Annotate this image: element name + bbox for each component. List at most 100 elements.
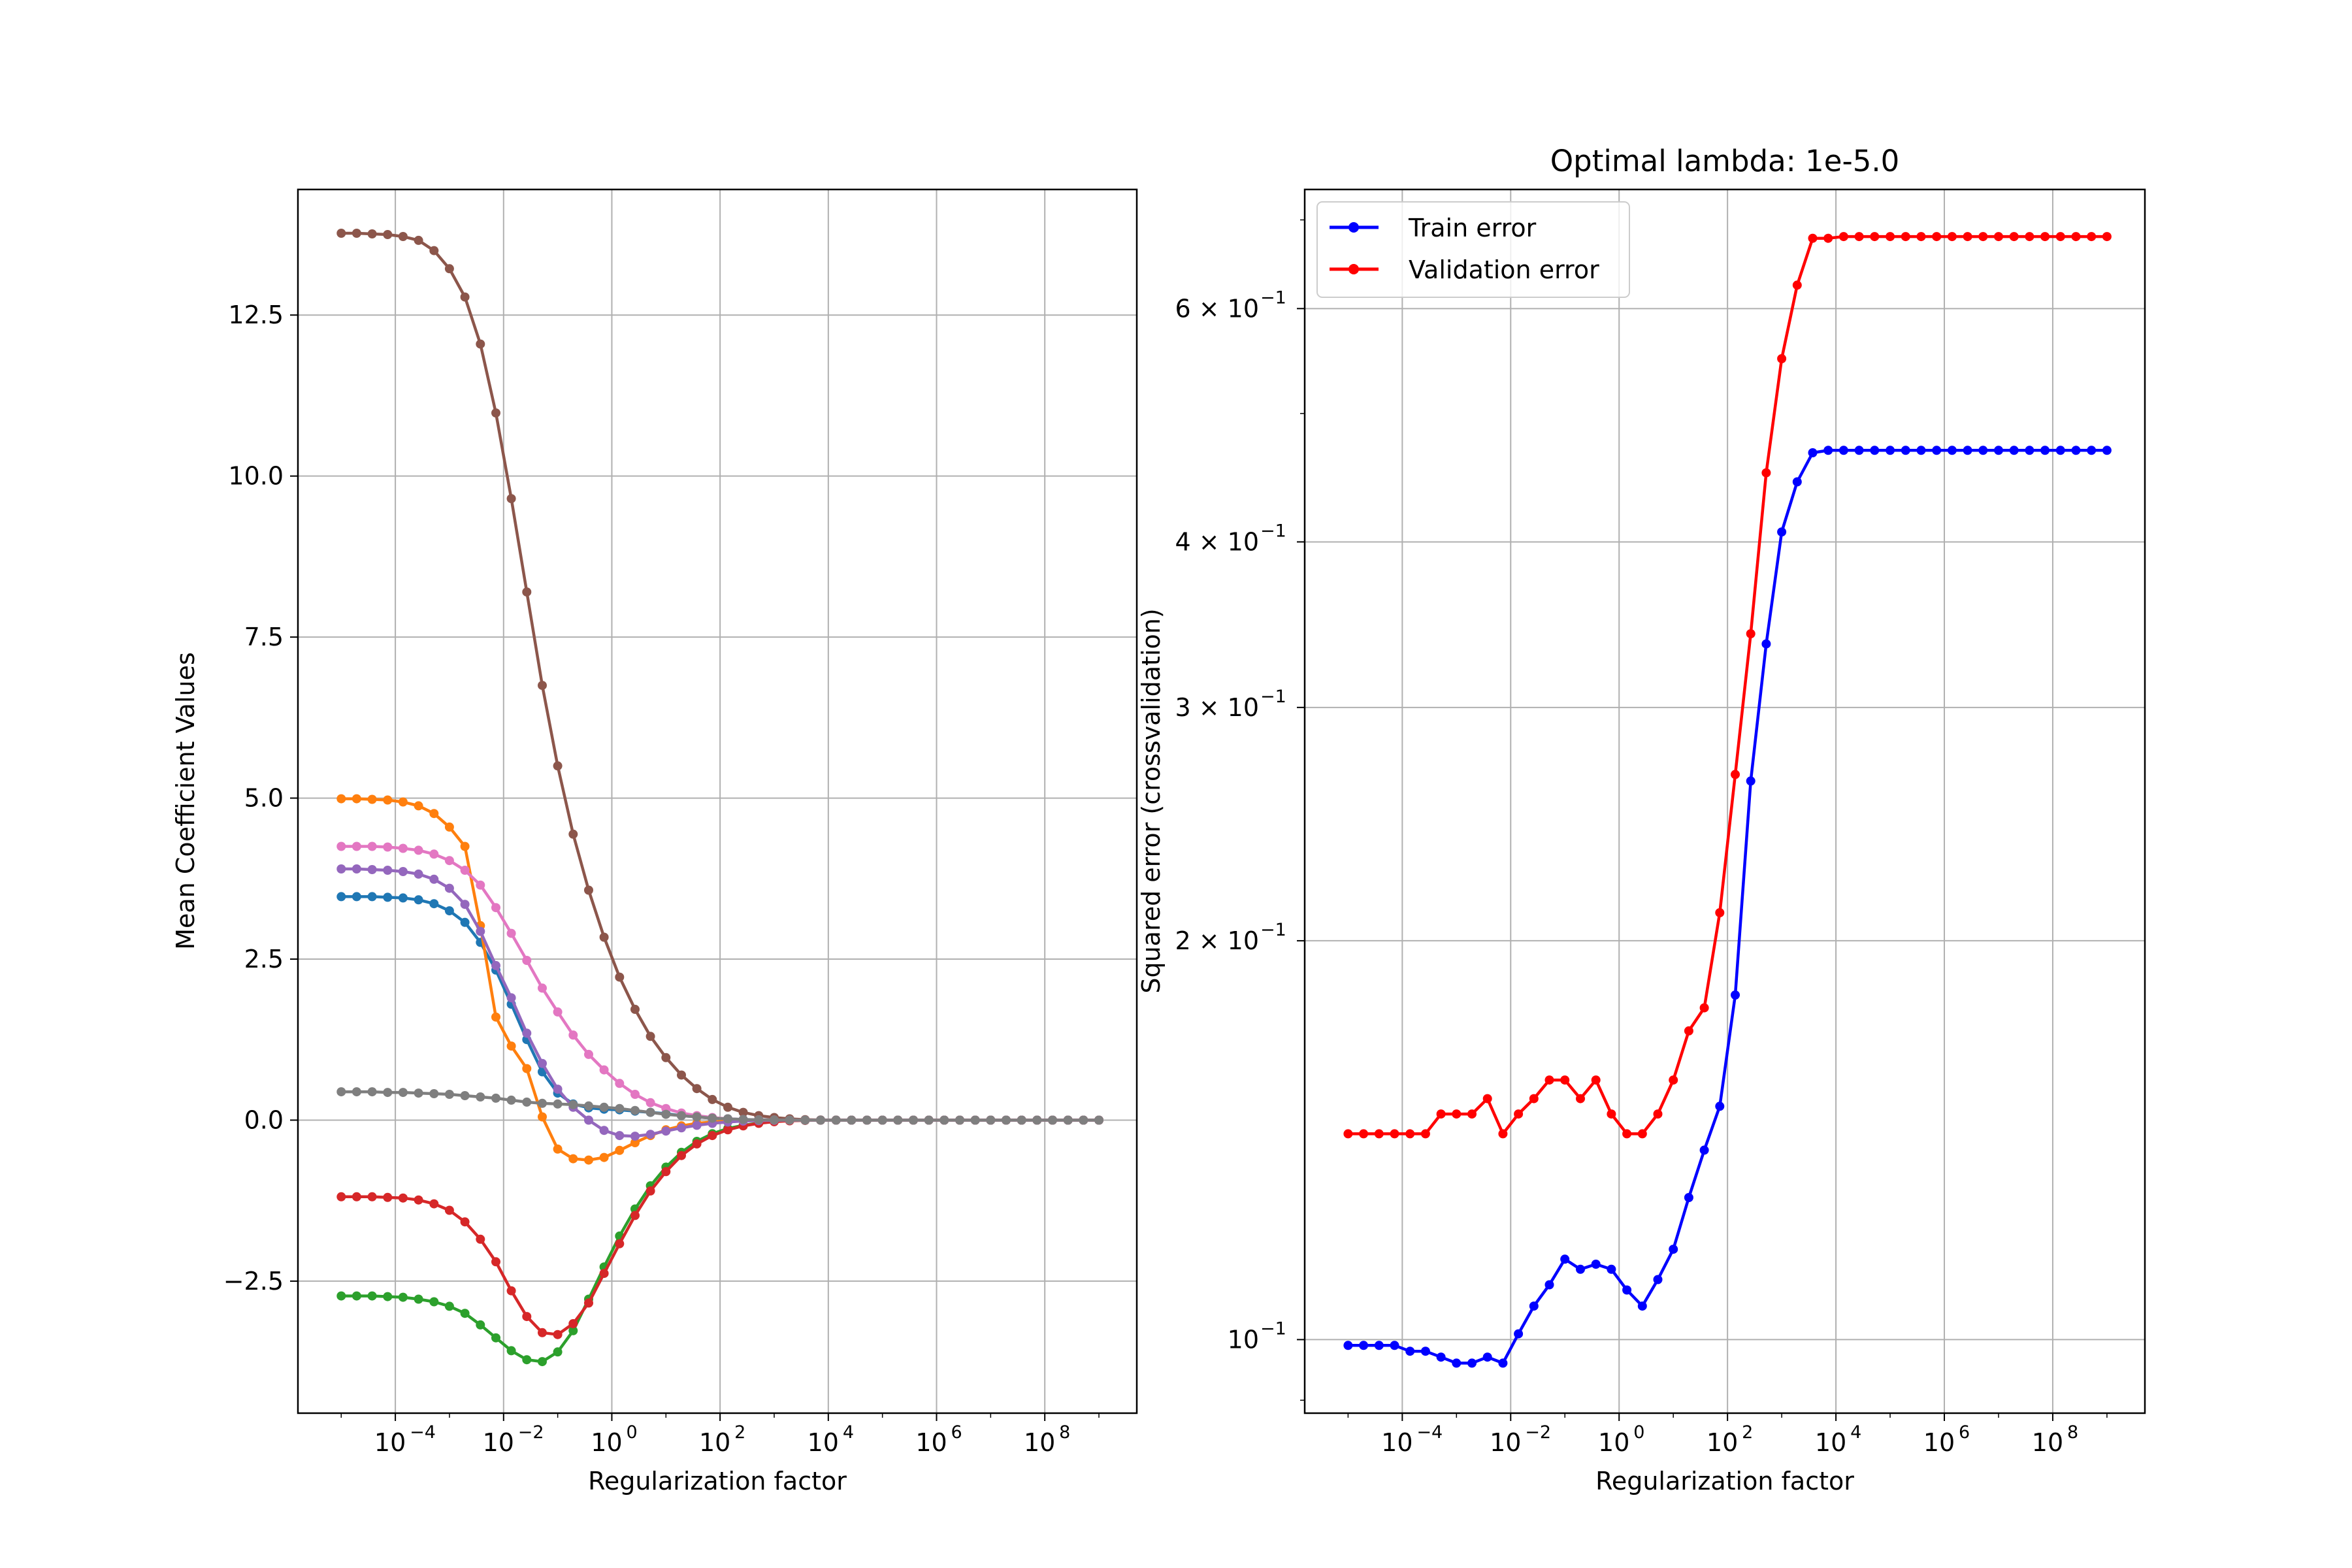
- left-data-point: [444, 822, 454, 832]
- left-data-point: [351, 892, 361, 902]
- left-data-point: [692, 1139, 702, 1149]
- right-tick-layer: 10 −4 10 −2 10 0 10 2 10 4 10 6 10 810 −12 × 10 −13 × 1…: [1175, 219, 2108, 1457]
- left-data-point: [444, 1090, 454, 1099]
- left-data-point: [538, 1112, 547, 1122]
- left-data-point: [491, 1333, 500, 1343]
- left-y-tick-label: 12.5: [228, 301, 284, 329]
- legend: Train error Validation error: [1316, 201, 1630, 298]
- error-curve-chart: Optimal lambda: 1e-5.0 10 −4 10 −2 10 0 10 2 10 4…: [1137, 144, 2146, 1495]
- right-x-tick-exponent: 2: [1742, 1422, 1753, 1443]
- left-data-point: [708, 1094, 717, 1104]
- legend-validation-label: Validation error: [1409, 255, 1599, 284]
- right-data-point: [1715, 1102, 1725, 1111]
- right-data-point: [2087, 446, 2097, 455]
- left-data-point: [599, 1152, 609, 1162]
- left-data-point: [986, 1115, 996, 1125]
- left-data-point: [336, 841, 346, 851]
- left-data-point: [615, 972, 625, 982]
- left-y-tick-label: 10.0: [228, 462, 284, 491]
- left-data-point: [553, 1144, 563, 1154]
- left-data-point: [506, 1041, 516, 1051]
- right-y-tick-exponent: −1: [1260, 687, 1286, 707]
- left-grid: [298, 189, 1137, 1413]
- left-data-point: [522, 956, 532, 965]
- left-data-point: [351, 841, 361, 851]
- left-data-point: [645, 1032, 655, 1041]
- left-data-point: [491, 1012, 500, 1022]
- right-data-point: [1715, 908, 1725, 917]
- left-data-point: [491, 1093, 500, 1103]
- left-data-point: [460, 1091, 470, 1100]
- left-data-point: [367, 841, 377, 851]
- left-data-point: [599, 1102, 609, 1112]
- legend-train-marker: [1348, 222, 1359, 233]
- left-data-point: [677, 1151, 686, 1160]
- right-y-axis-label: Squared error (crossvalidation): [1137, 608, 1166, 993]
- right-data-point: [1622, 1285, 1632, 1295]
- left-data-point: [738, 1115, 748, 1124]
- left-data-point: [661, 1109, 671, 1119]
- right-data-point: [1343, 1129, 1353, 1139]
- left-data-point: [444, 883, 454, 893]
- left-axes-frame: [297, 188, 1138, 1414]
- left-x-tick-exponent: 0: [626, 1422, 637, 1443]
- left-data-point: [553, 761, 563, 771]
- right-y-tick-label: 2 × 10: [1175, 926, 1259, 955]
- right-data-point: [1808, 233, 1818, 243]
- right-data-point: [1591, 1075, 1601, 1085]
- left-data-point: [599, 1269, 609, 1279]
- right-y-tick-label: 10: [1228, 1325, 1259, 1354]
- left-data-point: [615, 1103, 625, 1113]
- right-data-point: [1994, 232, 2003, 242]
- left-data-point: [367, 865, 377, 874]
- left-data-point: [460, 841, 470, 851]
- right-x-axis-label: Regularization factor: [1595, 1467, 1854, 1495]
- right-data-point: [1374, 1341, 1384, 1350]
- right-data-point: [1963, 446, 1972, 455]
- right-data-point: [1498, 1358, 1508, 1368]
- left-data-point: [661, 1053, 671, 1062]
- left-x-tick-label: 10: [483, 1428, 514, 1457]
- left-data-point: [506, 494, 516, 504]
- right-data-point: [1854, 446, 1864, 455]
- left-data-point: [429, 849, 439, 859]
- left-x-tick-label: 10: [915, 1428, 947, 1457]
- left-data-point: [677, 1111, 686, 1120]
- legend-frame: [1316, 201, 1630, 298]
- left-data-point: [398, 893, 408, 903]
- right-data-point: [1777, 354, 1787, 363]
- left-data-point: [522, 1028, 532, 1038]
- right-data-point: [1808, 448, 1818, 457]
- left-data-point: [599, 1065, 609, 1075]
- left-data-point: [367, 1087, 377, 1097]
- left-data-point: [414, 1088, 423, 1098]
- left-data-point: [522, 1312, 532, 1322]
- left-data-point: [506, 1346, 516, 1356]
- right-data-point: [1390, 1341, 1399, 1350]
- left-data-point: [1094, 1115, 1103, 1125]
- right-x-tick-label: 10: [1381, 1428, 1413, 1457]
- left-data-point: [553, 1085, 563, 1094]
- left-data-point: [460, 917, 470, 927]
- left-data-point: [476, 1234, 485, 1244]
- right-data-point: [2009, 232, 2019, 242]
- left-data-point: [429, 246, 439, 255]
- left-data-point: [677, 1123, 686, 1133]
- left-data-point: [444, 264, 454, 274]
- left-data-point: [336, 892, 346, 902]
- right-data-point: [2055, 232, 2065, 242]
- left-y-tick-label: 7.5: [244, 623, 284, 651]
- left-data-point: [398, 232, 408, 241]
- right-data-point: [1669, 1245, 1678, 1254]
- left-data-point: [398, 1088, 408, 1098]
- right-x-tick-label: 10: [1490, 1428, 1521, 1457]
- left-series-7: [336, 1087, 1103, 1125]
- right-series-1: [1343, 232, 2112, 1139]
- right-data-point: [1777, 527, 1787, 537]
- right-data-point: [1886, 446, 1895, 455]
- left-data-point: [645, 1186, 655, 1196]
- left-x-tick-exponent: 2: [734, 1422, 745, 1443]
- left-data-point: [414, 801, 423, 811]
- right-data-point: [1870, 446, 1880, 455]
- right-x-tick-label: 10: [1815, 1428, 1846, 1457]
